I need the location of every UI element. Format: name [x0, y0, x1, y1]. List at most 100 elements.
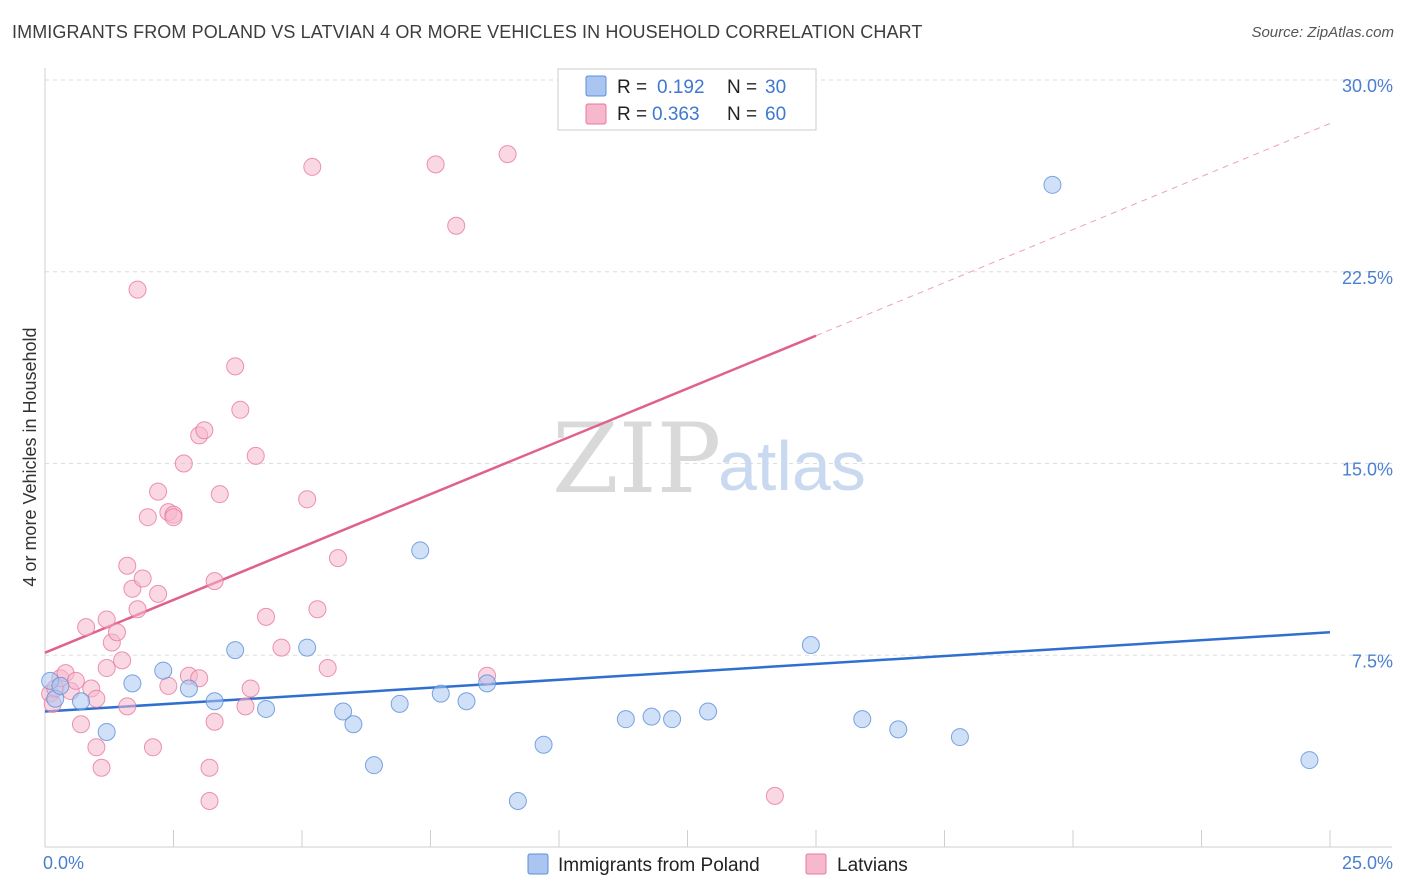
point-latvians-44	[236, 697, 255, 716]
point-poland-5	[123, 674, 142, 693]
point-latvians-58	[765, 786, 784, 805]
point-poland-4	[97, 722, 116, 741]
point-poland-14	[364, 756, 383, 775]
point-latvians-17	[113, 651, 132, 670]
point-poland-20	[508, 791, 527, 810]
point-latvians-8	[77, 618, 96, 637]
chart-title: IMMIGRANTS FROM POLAND VS LATVIAN 4 OR M…	[12, 22, 923, 42]
point-poland-27	[853, 710, 872, 729]
point-poland-11	[298, 638, 317, 657]
legend-n-value-0: 30	[765, 77, 786, 98]
point-latvians-28	[159, 676, 178, 695]
point-poland-6	[154, 661, 173, 680]
point-poland-10	[257, 699, 276, 718]
legend-n-label-0: N =	[727, 77, 757, 98]
trend-line-latvians-extension	[815, 123, 1331, 337]
y-tick-label-0: 7.5%	[1352, 651, 1393, 671]
point-poland-24	[663, 710, 682, 729]
trend-line-poland	[44, 630, 1331, 713]
point-latvians-12	[92, 758, 111, 777]
y-tick-label-2: 22.5%	[1342, 268, 1393, 288]
point-latvians-48	[272, 638, 291, 657]
point-poland-3	[71, 692, 90, 711]
axes	[44, 68, 1392, 848]
chart-source: Source: ZipAtlas.com	[1251, 24, 1394, 41]
point-poland-28	[889, 720, 908, 739]
trend-line-latvians	[44, 334, 817, 654]
point-poland-26	[801, 636, 820, 655]
point-latvians-46	[246, 446, 265, 465]
point-latvians-21	[128, 600, 147, 619]
point-latvians-52	[318, 659, 337, 678]
y-tick-label-3: 30.0%	[1342, 76, 1393, 96]
point-poland-16	[411, 541, 430, 560]
bottom-legend-label-poland: Immigrants from Poland	[558, 855, 760, 876]
point-latvians-53	[328, 549, 347, 568]
x-tick-label-1: 25.0%	[1342, 853, 1393, 873]
point-latvians-49	[298, 490, 317, 509]
point-poland-19	[478, 674, 497, 693]
watermark-atlas: atlas	[718, 427, 866, 505]
bottom-legend: Immigrants from Poland Latvians	[527, 853, 908, 876]
bottom-legend-swatch-latvians	[805, 853, 827, 875]
point-poland-9	[226, 641, 245, 660]
point-latvians-57	[498, 145, 517, 164]
legend-swatch-latvians	[585, 103, 607, 125]
point-latvians-45	[241, 679, 260, 698]
watermark: ZIP atlas	[552, 403, 866, 515]
watermark-zip: ZIP	[552, 403, 721, 515]
point-latvians-16	[107, 623, 126, 642]
point-latvians-32	[174, 454, 193, 473]
point-latvians-47	[257, 607, 276, 626]
point-latvians-27	[149, 584, 168, 603]
point-latvians-54	[426, 155, 445, 174]
point-poland-22	[616, 710, 635, 729]
point-latvians-11	[87, 738, 106, 757]
data-points	[41, 145, 1319, 810]
point-latvians-26	[149, 482, 168, 501]
point-poland-7	[179, 679, 198, 698]
y-axis-label: 4 or more Vehicles in Household	[20, 327, 40, 586]
legend-n-value-1: 60	[765, 104, 786, 125]
point-latvians-31	[164, 508, 183, 527]
point-latvians-13	[97, 610, 116, 629]
point-latvians-40	[205, 712, 224, 731]
point-poland-17	[431, 684, 450, 703]
point-latvians-42	[226, 357, 245, 376]
legend-n-label-1: N =	[727, 104, 757, 125]
point-latvians-51	[308, 600, 327, 619]
point-latvians-50	[303, 157, 322, 176]
y-tick-labels: 7.5% 15.0% 22.5% 30.0%	[1342, 76, 1393, 671]
point-latvians-37	[200, 791, 219, 810]
point-latvians-43	[231, 400, 250, 419]
point-poland-29	[950, 728, 969, 747]
point-latvians-19	[118, 697, 137, 716]
legend-r-value-0: 0.192	[657, 77, 705, 98]
point-poland-25	[699, 702, 718, 721]
point-latvians-22	[128, 280, 147, 299]
point-poland-23	[642, 707, 661, 726]
point-latvians-39	[205, 572, 224, 591]
legend-r-label-0: R =	[617, 77, 647, 98]
point-poland-18	[457, 692, 476, 711]
point-latvians-18	[118, 556, 137, 575]
y-tick-label-1: 15.0%	[1342, 460, 1393, 480]
point-poland-15	[390, 694, 409, 713]
bottom-legend-swatch-poland	[527, 853, 549, 875]
point-latvians-38	[200, 758, 219, 777]
point-poland-30	[1043, 175, 1062, 194]
legend-r-label-1: R =	[617, 104, 647, 125]
point-poland-13	[344, 715, 363, 734]
point-poland-12	[334, 702, 353, 721]
point-poland-31	[1300, 751, 1319, 770]
trend-lines	[44, 123, 1331, 713]
point-latvians-25	[143, 738, 162, 757]
point-poland-8	[205, 692, 224, 711]
point-latvians-7	[71, 715, 90, 734]
bottom-legend-label-latvians: Latvians	[837, 855, 908, 876]
point-poland-2	[51, 676, 70, 695]
legend-r-value-1: 0.363	[652, 104, 700, 125]
x-tick-label-0: 0.0%	[43, 853, 84, 873]
legend-swatch-poland	[585, 75, 607, 97]
